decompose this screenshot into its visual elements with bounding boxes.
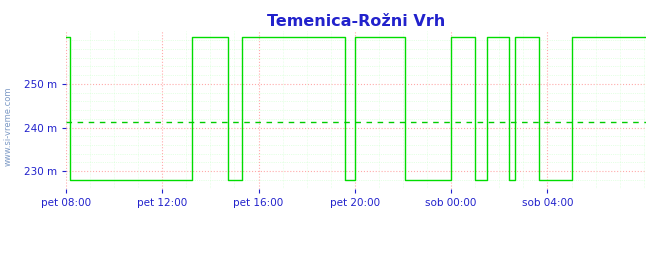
Text: www.si-vreme.com: www.si-vreme.com (3, 86, 13, 166)
Legend: pretok[m3/s]: pretok[m3/s] (299, 258, 413, 262)
Title: Temenica-Rožni Vrh: Temenica-Rožni Vrh (267, 14, 445, 29)
